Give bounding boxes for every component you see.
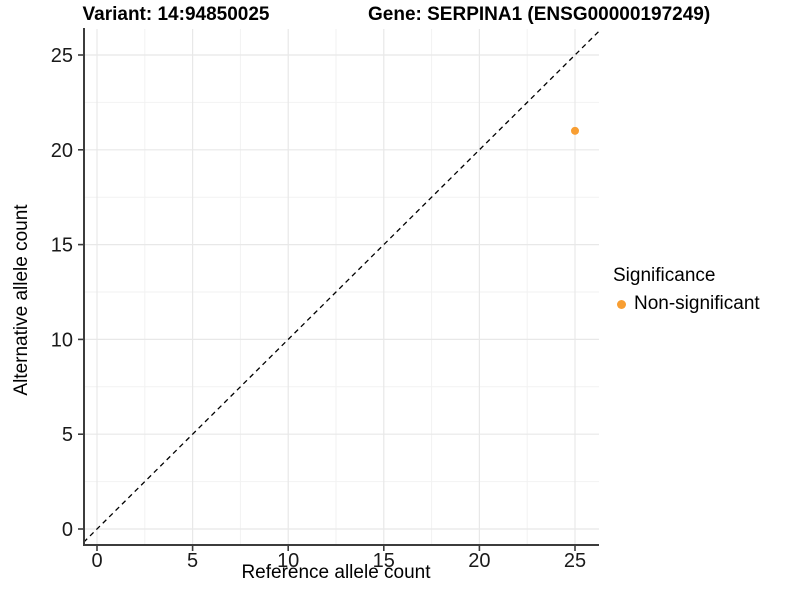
orange-dot-icon: [617, 299, 626, 309]
legend-item-non-significant: Non-significant: [613, 293, 760, 315]
y-tick-label: 15: [51, 235, 73, 257]
x-tick-label: 15: [373, 550, 395, 572]
y-tick-label: 25: [51, 45, 73, 67]
y-axis-title: Alternative allele count: [11, 204, 32, 396]
x-axis-title: Reference allele count: [241, 562, 431, 583]
legend-item-label: Non-significant: [634, 293, 760, 314]
x-tick-label: 10: [277, 550, 299, 572]
y-tick-label: 20: [51, 140, 73, 162]
identity-dashed-line: [84, 30, 599, 543]
variant-title: Variant: 14:94850025: [82, 4, 270, 25]
x-tick-label: 20: [468, 550, 490, 572]
y-tick-label: 10: [51, 329, 73, 351]
x-tick-label: 5: [187, 550, 198, 572]
gene-title: Gene: SERPINA1 (ENSG00000197249): [368, 4, 711, 25]
y-tick-label: 0: [62, 519, 73, 541]
legend: Significance Non-significant: [613, 265, 760, 315]
x-tick-label: 0: [91, 550, 102, 572]
y-tick-label: 5: [62, 424, 73, 446]
data-point: [571, 126, 579, 135]
x-tick-label: 25: [564, 550, 586, 572]
legend-title: Significance: [613, 265, 716, 286]
